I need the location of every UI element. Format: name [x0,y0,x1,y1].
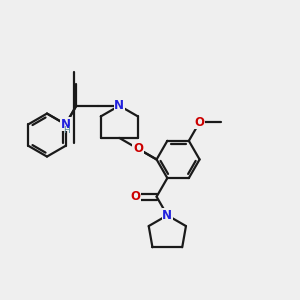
Text: N: N [114,99,124,112]
Text: O: O [195,116,205,129]
Text: O: O [133,142,143,155]
Text: H: H [63,126,70,135]
Text: O: O [130,190,140,203]
Text: N: N [61,118,70,131]
Text: N: N [162,209,172,222]
